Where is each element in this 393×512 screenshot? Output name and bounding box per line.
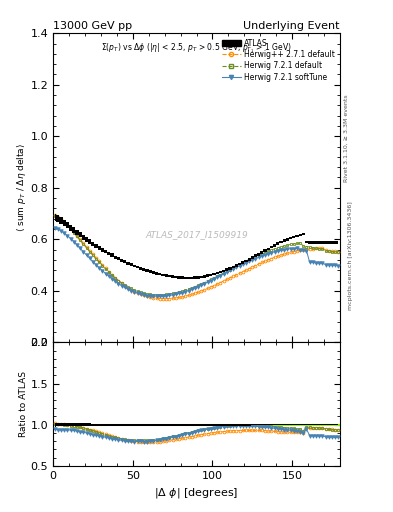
Text: Underlying Event: Underlying Event <box>243 21 340 31</box>
Text: $\Sigma(p_T)$ vs $\Delta\phi$ ($|\eta|$ < 2.5, $p_T$ > 0.5 GeV, $p_{T_1}$ > 1 Ge: $\Sigma(p_T)$ vs $\Delta\phi$ ($|\eta|$ … <box>101 41 292 55</box>
Text: Rivet 3.1.10, ≥ 3.3M events: Rivet 3.1.10, ≥ 3.3M events <box>344 94 349 182</box>
X-axis label: $|\Delta\ \phi|$ [degrees]: $|\Delta\ \phi|$ [degrees] <box>154 486 239 500</box>
Y-axis label: $\langle$ sum $p_T$ / $\Delta\eta$ delta$\rangle$: $\langle$ sum $p_T$ / $\Delta\eta$ delta… <box>15 143 28 232</box>
Text: mcplots.cern.ch [arXiv:1306.3436]: mcplots.cern.ch [arXiv:1306.3436] <box>348 202 353 310</box>
Y-axis label: Ratio to ATLAS: Ratio to ATLAS <box>18 371 28 437</box>
Legend: ATLAS, Herwig++ 2.7.1 default, Herwig 7.2.1 default, Herwig 7.2.1 softTune: ATLAS, Herwig++ 2.7.1 default, Herwig 7.… <box>220 37 336 83</box>
Text: ATLAS_2017_I1509919: ATLAS_2017_I1509919 <box>145 230 248 239</box>
Text: 13000 GeV pp: 13000 GeV pp <box>53 21 132 31</box>
